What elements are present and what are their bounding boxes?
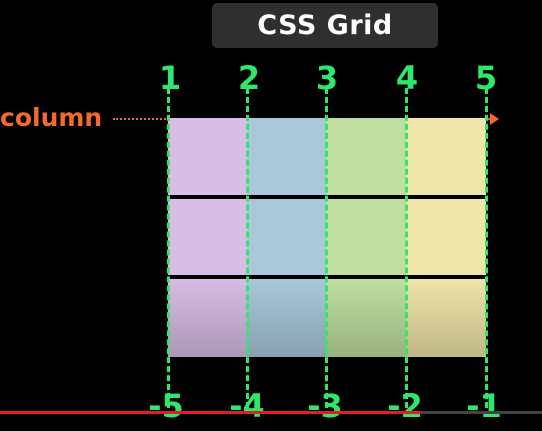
- line-number-bottom-1: -5: [148, 387, 184, 425]
- line-number-bottom-2: -4: [229, 387, 265, 425]
- column-arrow-head: [490, 113, 499, 125]
- grid-cell-r3-c1: [168, 277, 247, 357]
- grid-cell-r1-c2: [247, 118, 326, 197]
- title-text: CSS Grid: [257, 10, 393, 41]
- line-number-bottom-5: -1: [466, 387, 502, 425]
- grid-cell-r2-c3: [326, 197, 406, 277]
- line-number-top-5: 5: [474, 59, 498, 97]
- grid-cell-r3-c2: [247, 277, 326, 357]
- grid-cell-r3-c3: [326, 277, 406, 357]
- column-line-5: [485, 88, 488, 408]
- grid-cell-r2-c4: [406, 197, 486, 277]
- grid-cell-r2-c1: [168, 197, 247, 277]
- video-progress-bar[interactable]: [0, 411, 420, 414]
- grid-cell-r3-c4: [406, 277, 486, 357]
- column-line-1: [167, 88, 170, 408]
- line-number-bottom-4: -2: [387, 387, 423, 425]
- column-line-2: [246, 88, 249, 408]
- grid-cell-r2-c2: [247, 197, 326, 277]
- grid-cell-r1-c1: [168, 118, 247, 197]
- grid-cell-r1-c4: [406, 118, 486, 197]
- video-progress-remaining[interactable]: [420, 411, 542, 414]
- line-number-top-4: 4: [395, 59, 419, 97]
- column-line-3: [325, 88, 328, 408]
- title-badge: CSS Grid: [212, 3, 438, 48]
- grid-cell-r1-c3: [326, 118, 406, 197]
- line-number-bottom-3: -3: [307, 387, 343, 425]
- line-number-top-3: 3: [315, 59, 339, 97]
- column-label: column: [0, 103, 103, 132]
- line-number-top-2: 2: [237, 59, 261, 97]
- column-line-4: [405, 88, 408, 408]
- line-number-top-1: 1: [158, 59, 182, 97]
